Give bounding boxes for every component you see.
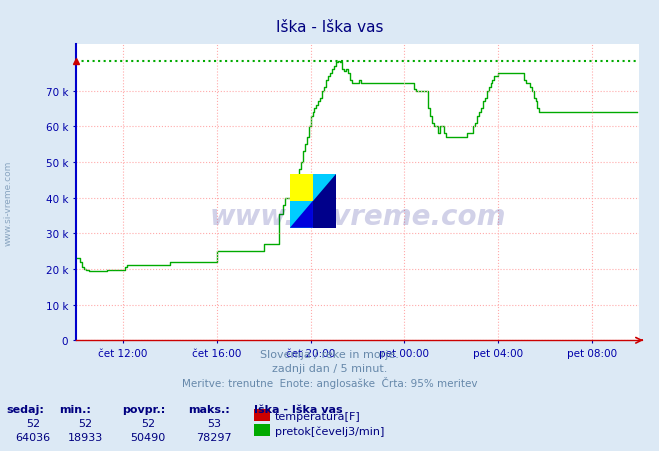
Text: Iška - Iška vas: Iška - Iška vas <box>254 404 342 414</box>
Text: 64036: 64036 <box>15 432 51 442</box>
Text: zadnji dan / 5 minut.: zadnji dan / 5 minut. <box>272 363 387 373</box>
Text: Iška - Iška vas: Iška - Iška vas <box>275 20 384 35</box>
Text: 53: 53 <box>207 419 221 428</box>
Polygon shape <box>313 174 336 228</box>
Polygon shape <box>313 174 336 201</box>
Text: Slovenija / reke in morje.: Slovenija / reke in morje. <box>260 350 399 359</box>
Text: povpr.:: povpr.: <box>122 404 165 414</box>
Polygon shape <box>290 201 313 228</box>
Text: www.si-vreme.com: www.si-vreme.com <box>3 161 13 245</box>
Text: 78297: 78297 <box>196 432 232 442</box>
Text: maks.:: maks.: <box>188 404 229 414</box>
Text: sedaj:: sedaj: <box>7 404 44 414</box>
Text: Meritve: trenutne  Enote: anglosaške  Črta: 95% meritev: Meritve: trenutne Enote: anglosaške Črta… <box>182 377 477 389</box>
Text: 50490: 50490 <box>130 432 166 442</box>
Polygon shape <box>290 174 313 201</box>
Text: min.:: min.: <box>59 404 91 414</box>
Text: 52: 52 <box>141 419 156 428</box>
Text: 52: 52 <box>78 419 93 428</box>
Text: pretok[čevelj3/min]: pretok[čevelj3/min] <box>275 426 384 437</box>
Text: 52: 52 <box>26 419 40 428</box>
Text: temperatura[F]: temperatura[F] <box>275 411 360 421</box>
Polygon shape <box>290 201 313 228</box>
Text: 18933: 18933 <box>68 432 103 442</box>
Text: www.si-vreme.com: www.si-vreme.com <box>210 202 505 230</box>
